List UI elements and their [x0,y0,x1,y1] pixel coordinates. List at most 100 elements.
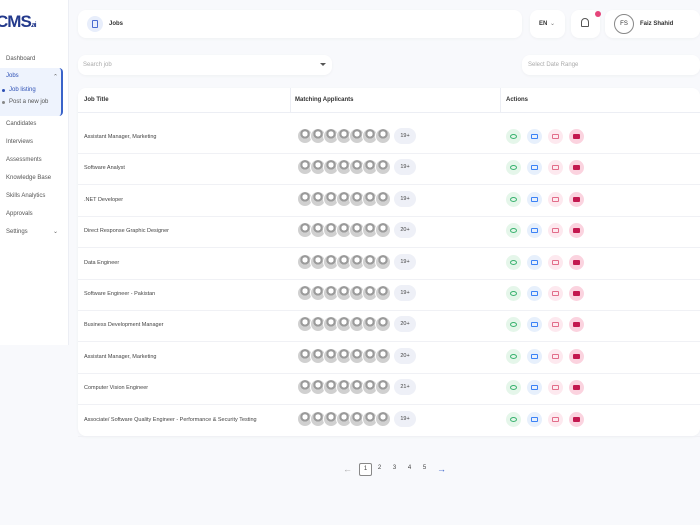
applicant-count: 20+ [394,347,416,364]
table-header [78,88,700,113]
share-icon [552,291,559,296]
view-icon [510,322,517,328]
job-title[interactable]: Software Analyst [84,165,125,172]
page-number[interactable]: 2 [377,465,382,471]
logo[interactable]: CMS.ai [0,12,37,32]
job-title[interactable]: Data Engineer [84,259,120,266]
share-button[interactable] [548,129,563,144]
job-title[interactable]: Assistant Manager, Marketing [84,353,157,360]
delete-button[interactable] [569,254,584,270]
notifications[interactable] [571,10,601,38]
delete-button[interactable] [569,348,584,364]
view-icon [510,134,517,139]
view-button[interactable] [506,223,521,239]
view-button[interactable] [506,160,521,176]
share-button[interactable] [548,254,563,270]
job-title[interactable]: Computer Vision Engineer [84,385,149,392]
applicant-avatar [375,347,391,364]
delete-button[interactable] [569,411,584,427]
column-header: Actions [506,97,529,103]
nav-item[interactable]: Skills Analytics [6,193,46,199]
nav-item[interactable]: Candidates [6,121,37,127]
nav-item[interactable]: Settings [6,229,28,235]
edit-button[interactable] [527,223,542,239]
edit-button[interactable] [527,380,542,396]
edit-button[interactable] [527,160,542,176]
job-title[interactable]: .NET Developer [84,196,124,203]
page-number[interactable]: 3 [392,465,397,471]
view-button[interactable] [506,380,521,396]
nav-item[interactable]: Dashboard [6,56,36,62]
chevron: ⌄ [53,72,59,78]
page-number[interactable]: 4 [407,465,412,471]
job-title[interactable]: Business Development Manager [84,322,164,329]
delete-button[interactable] [569,380,584,396]
nav-item[interactable]: Assessments [6,157,42,163]
submenu-dot [2,101,5,104]
column-header: Matching Applicants [295,97,354,103]
nav-item[interactable]: Approvals [6,211,33,217]
share-button[interactable] [548,223,563,239]
view-button[interactable] [506,411,521,427]
nav-item[interactable]: Interviews [6,139,34,145]
edit-button[interactable] [527,348,542,364]
jobs-table: Job Title Matching Applicants Actions Assis… [78,88,700,437]
nav-item[interactable]: Knowledge Base [6,175,52,181]
view-button[interactable] [506,254,521,270]
job-title[interactable]: Software Engineer - Pakistan [84,291,156,297]
table-row: Direct Response Graphic Designer 20+ [78,216,700,249]
share-button[interactable] [548,191,563,207]
edit-button[interactable] [527,191,542,207]
page-number[interactable]: 1 [359,463,372,476]
submenu-item[interactable]: Post a new job [9,99,49,105]
table-row: Business Development Manager 20+ [78,310,700,343]
view-button[interactable] [506,348,521,364]
delete-icon [573,322,580,328]
job-title[interactable]: Associate/ Software Quality Engineer - P… [84,416,257,423]
delete-button[interactable] [569,191,584,207]
share-button[interactable] [548,380,563,396]
nav-item[interactable]: Jobs [6,73,19,79]
applicant-avatar [375,159,391,176]
edit-button[interactable] [527,286,542,301]
table-row: Assistant Manager, Marketing 19+ [78,122,700,154]
view-icon [510,259,517,265]
delete-button[interactable] [569,160,584,176]
page-title: Jobs [109,21,124,27]
delete-button[interactable] [569,286,584,301]
delete-button[interactable] [569,129,584,144]
edit-button[interactable] [527,317,542,333]
delete-button[interactable] [569,223,584,239]
language-select[interactable]: EN ⌄ [530,10,565,38]
active-group [0,68,63,116]
share-icon [552,228,559,234]
prev-page[interactable]: ← [343,464,352,474]
job-title[interactable]: Assistant Manager, Marketing [84,134,157,140]
share-button[interactable] [548,411,563,427]
submenu-item[interactable]: Job listing [9,87,36,93]
view-button[interactable] [506,317,521,333]
date-range-input[interactable]: Select Date Range [522,55,700,75]
share-button[interactable] [548,160,563,176]
edit-icon [531,322,538,328]
job-title[interactable]: Direct Response Graphic Designer [84,228,169,235]
applicant-avatar [375,316,391,333]
edit-button[interactable] [527,129,542,144]
share-button[interactable] [548,317,563,333]
applicant-avatar [375,128,391,144]
view-button[interactable] [506,191,521,207]
next-page[interactable]: → [437,464,446,474]
view-button[interactable] [506,129,521,144]
page-number[interactable]: 5 [422,465,427,471]
applicant-avatar [375,285,391,301]
search-input[interactable]: Search job [78,55,332,75]
edit-button[interactable] [527,411,542,427]
user-menu[interactable]: FS Faiz Shahid [605,10,700,38]
delete-button[interactable] [569,317,584,333]
share-button[interactable] [548,348,563,364]
language: EN [539,21,548,27]
edit-button[interactable] [527,254,542,270]
view-button[interactable] [506,286,521,301]
share-button[interactable] [548,286,563,301]
